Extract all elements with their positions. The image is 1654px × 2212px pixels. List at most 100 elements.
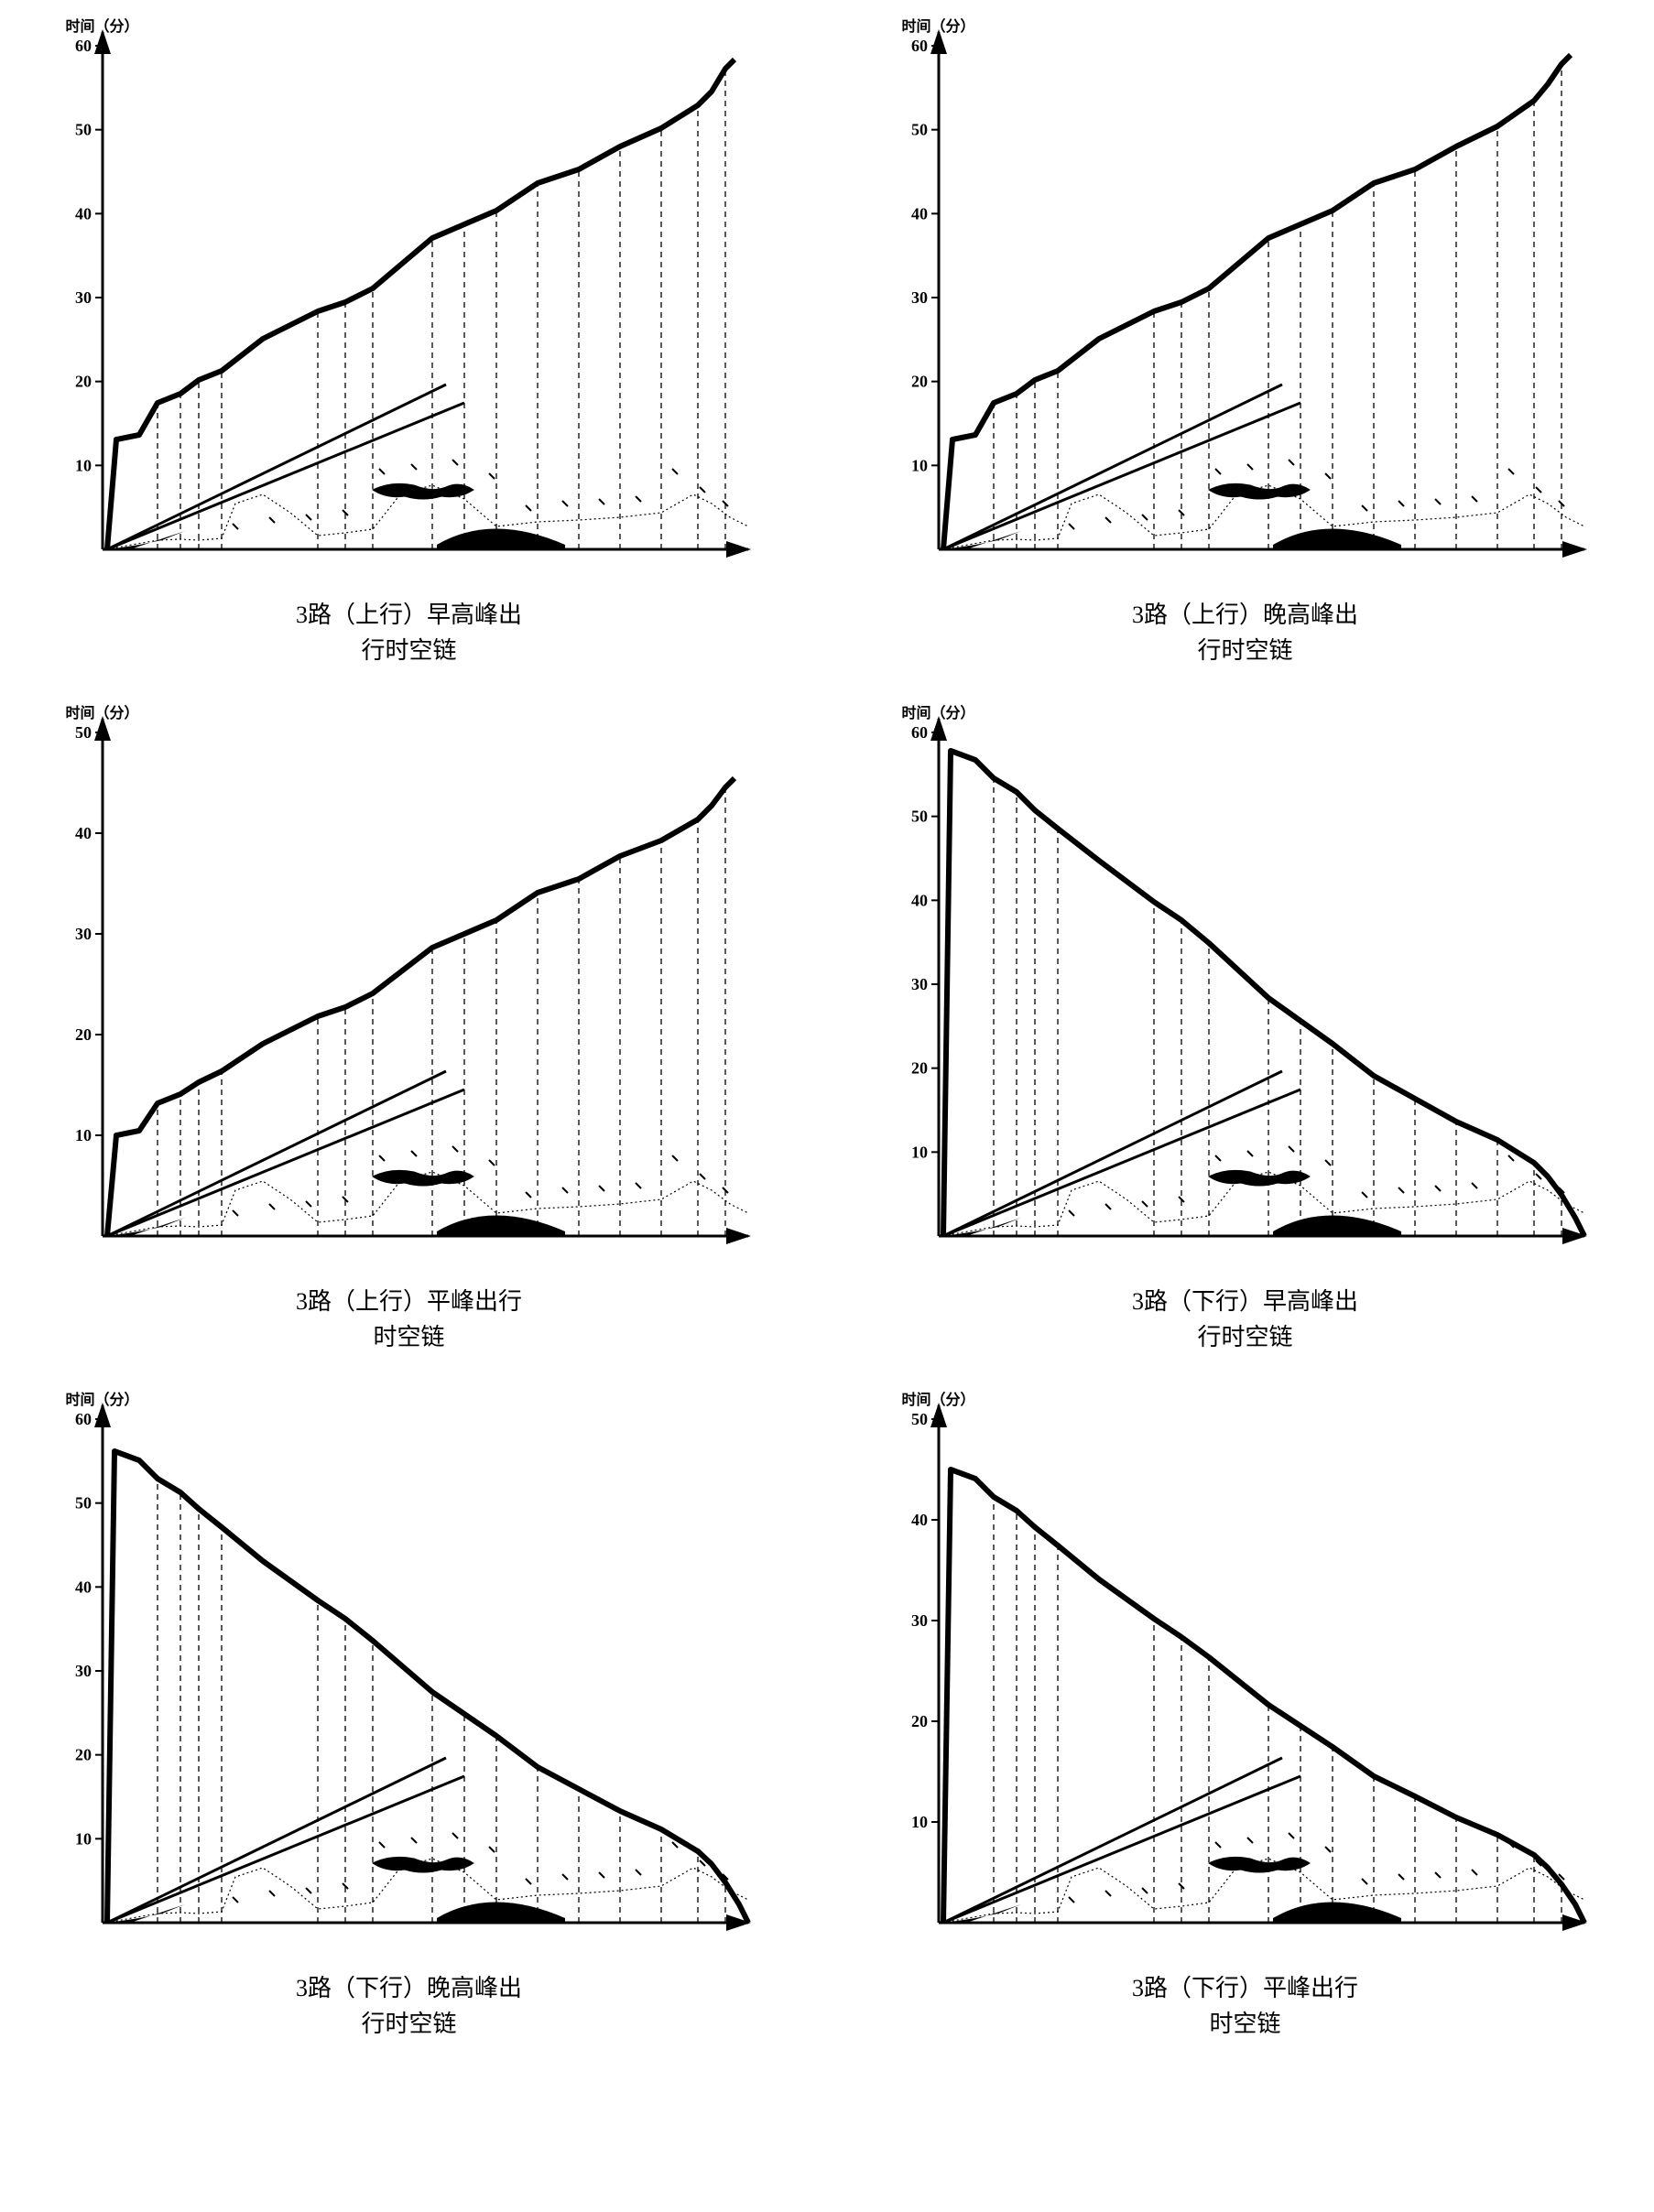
y-tick-label: 50 (75, 121, 92, 139)
y-tick-label: 20 (75, 1025, 92, 1044)
caption-line-1: 3路（下行）早高峰出 (1132, 1288, 1358, 1315)
diagonal-line-2 (107, 1776, 464, 1923)
map-marker (700, 1860, 705, 1866)
chart-svg: 1020304050 (888, 1392, 1603, 1959)
map-marker (269, 1204, 275, 1209)
map-marker (1105, 1204, 1111, 1209)
chart-caption: 3路（上行）早高峰出行时空链 (296, 597, 522, 668)
map-marker (379, 1155, 385, 1161)
map-marker (1435, 1872, 1441, 1878)
map-marker (306, 1201, 311, 1207)
map-marker (599, 499, 604, 504)
y-tick-label: 10 (911, 1143, 928, 1161)
caption-line-2: 时空链 (1132, 2006, 1358, 2042)
time-space-profile (107, 1451, 748, 1923)
y-tick-label: 60 (911, 37, 928, 55)
map-marker (489, 1160, 495, 1166)
map-marker (636, 1183, 641, 1188)
y-tick-label: 20 (911, 1712, 928, 1730)
chart-panel-p2: 时间（分）1020304050603路（上行）晚高峰出行时空链 (854, 18, 1636, 668)
map-marker (562, 1874, 568, 1880)
chart-box: 时间（分）1020304050 (888, 1392, 1603, 1959)
chart-caption: 3路（上行）平峰出行时空链 (296, 1284, 522, 1355)
map-marker (672, 469, 678, 474)
map-marker (1398, 501, 1404, 506)
map-mass (373, 1857, 473, 1872)
map-marker (1289, 460, 1294, 465)
y-axis-label: 时间（分） (66, 14, 139, 36)
map-marker (1435, 499, 1441, 504)
map-marker (1472, 496, 1477, 502)
caption-line-1: 3路（上行）平峰出行 (296, 1288, 522, 1315)
y-tick-label: 40 (911, 204, 928, 222)
map-marker (269, 517, 275, 523)
y-tick-label: 10 (75, 1126, 92, 1144)
map-hill (437, 1216, 565, 1237)
map-marker (526, 1192, 531, 1198)
map-marker (1435, 1186, 1441, 1191)
map-marker (452, 1833, 458, 1838)
map-marker (1325, 1847, 1331, 1852)
map-mass (373, 483, 473, 499)
map-marker (1215, 1842, 1221, 1848)
map-marker (599, 1186, 604, 1191)
map-marker (1325, 1160, 1331, 1166)
map-marker (489, 473, 495, 479)
map-marker (1142, 1201, 1148, 1207)
map-marker (1508, 1155, 1514, 1161)
caption-line-1: 3路（下行）平峰出行 (1132, 1975, 1358, 2001)
map-marker (526, 1879, 531, 1884)
chart-svg: 1020304050 (52, 705, 767, 1273)
map-marker (1536, 487, 1541, 493)
map-marker (1069, 524, 1074, 529)
map-marker (636, 496, 641, 502)
map-hill (1273, 1216, 1401, 1237)
map-marker (1247, 464, 1253, 470)
caption-line-1: 3路（上行）晚高峰出 (1132, 602, 1358, 628)
y-tick-label: 20 (75, 1746, 92, 1764)
map-marker (452, 460, 458, 465)
map-marker (269, 1891, 275, 1896)
y-tick-label: 30 (911, 1611, 928, 1630)
caption-line-2: 行时空链 (296, 2006, 522, 2042)
map-marker (1289, 1146, 1294, 1152)
map-marker (1536, 1174, 1541, 1179)
chart-panel-p6: 时间（分）10203040503路（下行）平峰出行时空链 (854, 1392, 1636, 2042)
map-marker (379, 1842, 385, 1848)
y-tick-label: 40 (75, 204, 92, 222)
map-marker (452, 1146, 458, 1152)
time-space-profile (943, 751, 1584, 1236)
map-marker (379, 469, 385, 474)
chart-box: 时间（分）1020304050 (52, 705, 767, 1273)
map-marker (636, 1870, 641, 1875)
chart-caption: 3路（下行）早高峰出行时空链 (1132, 1284, 1358, 1355)
map-marker (562, 1187, 568, 1193)
map-marker (1362, 1192, 1367, 1198)
chart-box: 时间（分）102030405060 (52, 18, 767, 586)
y-tick-label: 40 (75, 824, 92, 842)
map-marker (1215, 1155, 1221, 1161)
chart-caption: 3路（上行）晚高峰出行时空链 (1132, 597, 1358, 668)
map-hill (1273, 1903, 1401, 1924)
diagonal-line-2 (107, 1090, 464, 1236)
diagonal-line-2 (943, 1776, 1300, 1923)
map-marker (1247, 1838, 1253, 1843)
map-marker (1472, 1183, 1477, 1188)
y-axis-label: 时间（分） (66, 700, 139, 722)
map-marker (672, 1842, 678, 1848)
chart-caption: 3路（下行）平峰出行时空链 (1132, 1970, 1358, 2042)
map-marker (700, 1174, 705, 1179)
y-tick-label: 10 (911, 1813, 928, 1831)
chart-svg: 102030405060 (888, 705, 1603, 1273)
map-marker (1142, 515, 1148, 520)
caption-line-1: 3路（上行）早高峰出 (296, 602, 522, 628)
y-tick-label: 10 (911, 456, 928, 474)
map-marker (306, 1888, 311, 1893)
map-marker (1105, 1891, 1111, 1896)
y-tick-label: 30 (911, 975, 928, 993)
map-marker (599, 1872, 604, 1878)
map-marker (1472, 1870, 1477, 1875)
y-tick-label: 20 (75, 373, 92, 391)
y-tick-label: 60 (75, 37, 92, 55)
map-marker (1362, 505, 1367, 511)
